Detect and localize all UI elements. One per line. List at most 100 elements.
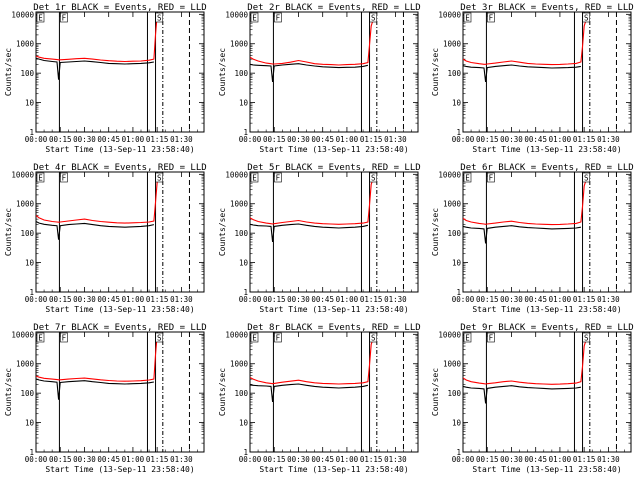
y-tick-label: 10000: [11, 330, 34, 339]
y-tick-label: 10: [25, 419, 35, 428]
panel-1: Det 1r BLACK = Events, RED = LLD 1 10 100 10…: [4, 3, 207, 154]
panel-title: Det 1r BLACK = Events, RED = LLD: [33, 3, 206, 13]
y-tick-label: 1: [29, 128, 34, 137]
marker-label: S: [584, 14, 589, 23]
marker-label: F: [276, 14, 281, 23]
x-tick-label: 00:45: [524, 135, 547, 144]
x-tick-label: 00:45: [97, 455, 120, 464]
y-tick-label: 1: [29, 448, 34, 457]
events-series-line: [250, 383, 369, 403]
marker-label: S: [584, 334, 589, 343]
marker-box: [463, 12, 472, 23]
x-tick-label: 01:00: [336, 135, 359, 144]
events-series-line: [463, 385, 581, 404]
panel-title: Det 3r BLACK = Events, RED = LLD: [460, 3, 633, 13]
marker-box: [60, 12, 68, 23]
marker-label: S: [371, 14, 376, 23]
x-tick-label: 00:45: [311, 135, 334, 144]
marker-box: [60, 172, 68, 183]
y-tick-label: 100: [234, 69, 248, 78]
y-tick-label: 1000: [230, 40, 249, 49]
marker-label: F: [489, 14, 494, 23]
marker-box: [250, 332, 259, 343]
y-axis-label: Counts/sec: [431, 208, 440, 256]
y-tick-label: 1: [456, 128, 461, 137]
panel-title: Det 9r BLACK = Events, RED = LLD: [460, 323, 633, 333]
x-tick-label: 01:30: [384, 455, 407, 464]
plot-frame: [35, 171, 205, 293]
lld-series-line: [250, 334, 375, 385]
marker-label: S: [371, 174, 376, 183]
x-tick-label: 01:15: [573, 135, 596, 144]
x-tick-label: 01:00: [122, 295, 145, 304]
y-tick-label: 1: [29, 288, 34, 297]
panel-2: Det 2r BLACK = Events, RED = LLD 1 10 100 10…: [218, 3, 421, 154]
panel-8: Det 8r BLACK = Events, RED = LLD 1 10 100 10…: [218, 323, 421, 474]
marker-box: [274, 332, 282, 343]
x-tick-label: 00:15: [476, 455, 499, 464]
plot-area: [250, 12, 404, 132]
events-series-line: [36, 57, 154, 80]
x-tick-label: 00:30: [287, 455, 310, 464]
x-tick-label: 01:15: [360, 135, 383, 144]
x-axis-label: Start Time (13-Sep-11 23:58:40): [259, 465, 408, 474]
marker-box: [36, 172, 45, 183]
y-tick-label: 10: [25, 259, 35, 268]
marker-label: E: [38, 14, 43, 23]
events-series-line: [36, 378, 154, 400]
x-tick-label: 00:30: [287, 295, 310, 304]
plot-area: [463, 12, 617, 132]
events-series-line: [36, 221, 155, 240]
x-axis-label: Start Time (13-Sep-11 23:58:40): [45, 145, 194, 154]
plot-frame: [249, 11, 419, 133]
marker-label: E: [465, 334, 470, 343]
marker-label: S: [371, 334, 376, 343]
events-series-line: [250, 223, 369, 243]
x-tick-label: 01:30: [597, 295, 620, 304]
marker-box: [463, 332, 472, 343]
y-tick-label: 1000: [16, 40, 35, 49]
x-tick-label: 00:30: [73, 455, 96, 464]
marker-label: S: [584, 174, 589, 183]
panel-title: Det 8r BLACK = Events, RED = LLD: [247, 323, 420, 333]
marker-label: E: [465, 174, 470, 183]
x-tick-label: 01:30: [170, 455, 193, 464]
x-tick-label: 00:00: [25, 455, 48, 464]
x-tick-label: 00:00: [25, 295, 48, 304]
y-tick-label: 100: [447, 229, 461, 238]
panel-title: Det 7r BLACK = Events, RED = LLD: [33, 323, 206, 333]
events-series-line: [463, 225, 581, 244]
x-tick-label: 00:00: [452, 295, 475, 304]
y-axis-label: Counts/sec: [218, 368, 227, 416]
x-tick-label: 01:15: [146, 295, 169, 304]
marker-label: E: [465, 14, 470, 23]
plot-area: [250, 332, 404, 452]
plot-frame: [249, 171, 419, 293]
x-tick-label: 01:15: [360, 455, 383, 464]
y-tick-label: 10000: [225, 170, 248, 179]
marker-label: F: [276, 334, 281, 343]
y-axis-label: Counts/sec: [431, 368, 440, 416]
x-tick-label: 01:00: [549, 135, 572, 144]
marker-box: [463, 172, 472, 183]
lld-series-line: [463, 175, 588, 226]
x-tick-label: 00:15: [263, 135, 286, 144]
plot-area: [463, 332, 617, 452]
marker-box: [487, 172, 495, 183]
x-tick-label: 00:00: [452, 455, 475, 464]
y-axis-label: Counts/sec: [4, 208, 13, 256]
marker-box: [36, 332, 45, 343]
x-tick-label: 00:00: [452, 135, 475, 144]
y-tick-label: 10: [239, 259, 249, 268]
marker-label: F: [276, 174, 281, 183]
marker-box: [155, 12, 164, 23]
y-tick-label: 10000: [225, 330, 248, 339]
x-tick-label: 00:15: [49, 455, 72, 464]
marker-label: E: [38, 174, 43, 183]
marker-box: [274, 172, 282, 183]
y-tick-label: 100: [447, 389, 461, 398]
x-tick-label: 00:00: [239, 135, 262, 144]
x-tick-label: 00:45: [311, 455, 334, 464]
x-tick-label: 00:15: [49, 295, 72, 304]
y-tick-label: 1000: [230, 200, 249, 209]
